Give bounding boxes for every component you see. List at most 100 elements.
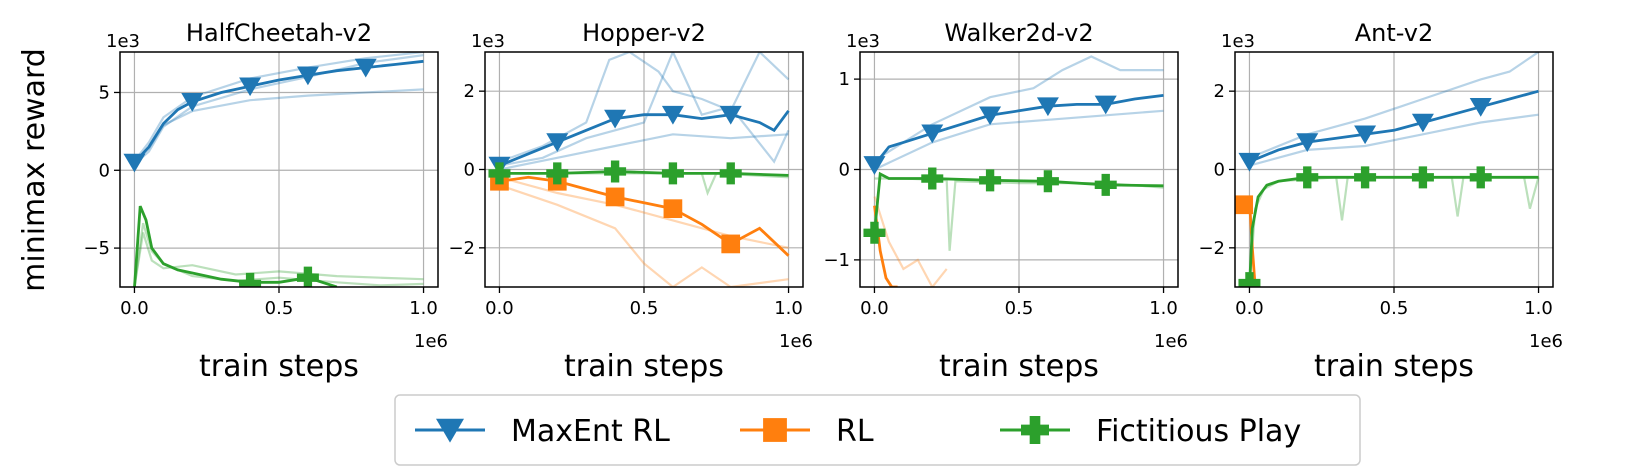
fp-point	[979, 169, 1002, 192]
rl-seed-line	[499, 184, 789, 287]
plot-area	[1235, 52, 1540, 287]
rl-point	[1235, 195, 1254, 215]
subplot-title: Ant-v2	[1355, 19, 1434, 47]
maxent-point	[979, 106, 1002, 126]
x-axis-label: train steps	[564, 349, 724, 384]
maxent-seed-line	[873, 55, 1164, 162]
maxent-point	[1354, 125, 1377, 145]
fp-point	[863, 221, 886, 244]
fp-point	[1094, 173, 1117, 196]
legend-entry-maxent: MaxEnt RL	[415, 414, 670, 449]
x-axis-label: train steps	[939, 349, 1099, 384]
fp-point	[546, 162, 569, 185]
maxent-point	[1238, 152, 1261, 172]
maxent-point	[181, 93, 204, 112]
y-multiplier: 1e3	[471, 31, 505, 52]
maxent-mean-line	[1248, 89, 1539, 163]
maxent-point	[1411, 113, 1434, 133]
rl-point	[663, 199, 683, 219]
legend-box	[394, 394, 1361, 466]
maxent-point	[719, 105, 742, 125]
fp-point	[1296, 166, 1319, 189]
maxent-point	[921, 124, 944, 144]
legend: MaxEnt RL RL Fictitious Play	[394, 394, 1361, 466]
subplot-1: 0.0 0.5 1.0 −5 0 5 1e3 1e6 HalfCheetah-v2 train s…	[83, 19, 448, 384]
x-multiplier: 1e6	[414, 331, 448, 352]
subplot-title: Hopper-v2	[582, 19, 706, 47]
maxent-mean-line	[498, 109, 790, 167]
maxent-point	[1036, 97, 1059, 117]
maxent-point	[604, 109, 627, 129]
x-tick-label: 0.0	[485, 298, 514, 319]
subplot-3: 0.0 0.5 1.0 −1 0 1 1e3 1e6 Walker2d-v2 train step…	[823, 19, 1188, 384]
maxent-seed-line	[1249, 113, 1539, 167]
maxent-point	[1094, 95, 1117, 115]
maxent-seed-line	[499, 133, 789, 171]
maxent-seed-line	[499, 52, 790, 167]
x-tick-label: 1.0	[774, 298, 803, 319]
y-axis-label: minimax reward	[17, 48, 52, 292]
legend-marker	[1021, 416, 1049, 444]
legend-label: Fictitious Play	[1096, 414, 1301, 449]
x-tick-label: 1.0	[1524, 298, 1553, 319]
y-tick-label: −5	[83, 238, 110, 259]
legend-label: MaxEnt RL	[511, 414, 670, 449]
subplot-title: Walker2d-v2	[944, 19, 1093, 47]
maxent-point	[661, 105, 684, 125]
x-multiplier: 1e6	[1529, 331, 1563, 352]
y-multiplier: 1e3	[106, 31, 140, 52]
x-axis-label: train steps	[1314, 349, 1474, 384]
fp-point	[604, 160, 627, 183]
fp-point	[239, 272, 262, 287]
x-tick-label: 0.5	[265, 298, 294, 319]
plot-area	[123, 52, 424, 287]
fp-mean-line	[1248, 175, 1539, 287]
fp-point	[488, 162, 511, 185]
maxent-point	[239, 77, 262, 97]
x-tick-label: 1.0	[409, 298, 438, 319]
maxent-point	[546, 133, 569, 152]
maxent-point	[863, 156, 886, 175]
x-tick-label: 1.0	[1149, 298, 1178, 319]
fp-point	[661, 162, 684, 185]
y-tick-label: 0	[99, 160, 110, 181]
x-tick-label: 0.5	[630, 298, 659, 319]
maxent-seed-line	[874, 109, 1164, 171]
maxent-point	[296, 66, 319, 86]
legend-marker	[763, 418, 787, 442]
fp-point	[719, 162, 742, 185]
maxent-seed-line	[133, 54, 424, 165]
plot-area	[488, 52, 790, 287]
subplot-2: 0.0 0.5 1.0 −2 0 2 1e3 1e6 Hopper-v2 train steps	[448, 19, 813, 384]
subplot-4: 0.0 0.5 1.0 −2 0 2 1e3 1e6 Ant-v2 train steps	[1198, 19, 1563, 384]
rl-point	[605, 187, 625, 207]
y-tick-label: 2	[1214, 81, 1225, 102]
grid	[1235, 52, 1553, 287]
x-tick-label: 0.0	[860, 298, 889, 319]
x-multiplier: 1e6	[779, 331, 813, 352]
maxent-point	[1296, 133, 1319, 152]
fp-point	[1238, 272, 1261, 287]
y-multiplier: 1e3	[846, 31, 880, 52]
x-tick-label: 0.0	[120, 298, 149, 319]
y-tick-label: 0	[1214, 160, 1225, 181]
fp-seed-line	[133, 232, 424, 287]
fp-point	[1036, 170, 1059, 193]
y-tick-label: −2	[448, 238, 475, 259]
rl-mean-line	[499, 175, 790, 257]
legend-entry-rl: RL	[740, 414, 874, 449]
fp-point	[296, 266, 319, 287]
x-tick-label: 0.5	[1005, 298, 1034, 319]
x-axis-label: train steps	[199, 349, 359, 384]
x-tick-label: 0.5	[1380, 298, 1409, 319]
rl-point	[721, 234, 741, 254]
maxent-point	[354, 58, 377, 78]
rl-mean-line	[873, 205, 898, 287]
fp-point	[1469, 166, 1492, 189]
y-tick-label: 1	[839, 69, 850, 90]
legend-marker	[436, 418, 464, 443]
grid	[485, 52, 803, 287]
subplots: 0.0 0.5 1.0 −5 0 5 1e3 1e6 HalfCheetah-v2 train s…	[83, 19, 1563, 384]
fp-mean-line	[133, 205, 338, 287]
